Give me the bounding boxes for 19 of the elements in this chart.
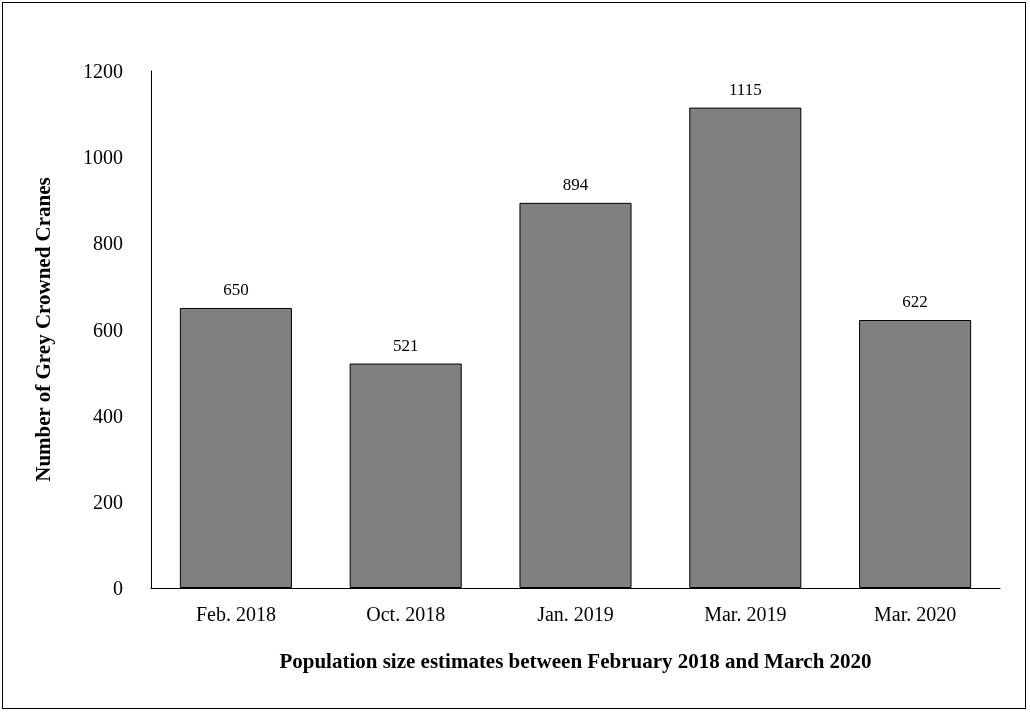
y-tick-label: 600 <box>93 318 123 341</box>
y-tick-label: 1000 <box>83 146 123 169</box>
x-tick-label: Feb. 2018 <box>195 603 276 625</box>
y-tick-label: 200 <box>93 490 123 513</box>
data-label: 650 <box>223 279 249 299</box>
x-tick-label: Mar. 2019 <box>704 603 787 625</box>
y-axis-title: Number of Grey Crowned Cranes <box>30 177 55 482</box>
data-label: 1115 <box>728 79 762 99</box>
data-label: 521 <box>392 335 419 355</box>
x-axis-title: Population size estimates between February 2018 and March 2020 <box>279 648 872 673</box>
x-tick-label: Jan. 2019 <box>537 603 614 625</box>
y-tick-label: 800 <box>93 232 123 255</box>
data-label: 622 <box>902 292 928 312</box>
x-tick-label: Oct. 2018 <box>366 603 446 625</box>
y-tick-label: 0 <box>113 577 123 599</box>
x-tick-label: Mar. 2020 <box>873 603 957 625</box>
y-tick-label: 400 <box>93 404 123 427</box>
y-tick-label: 1200 <box>83 60 123 82</box>
data-label: 894 <box>562 174 589 194</box>
